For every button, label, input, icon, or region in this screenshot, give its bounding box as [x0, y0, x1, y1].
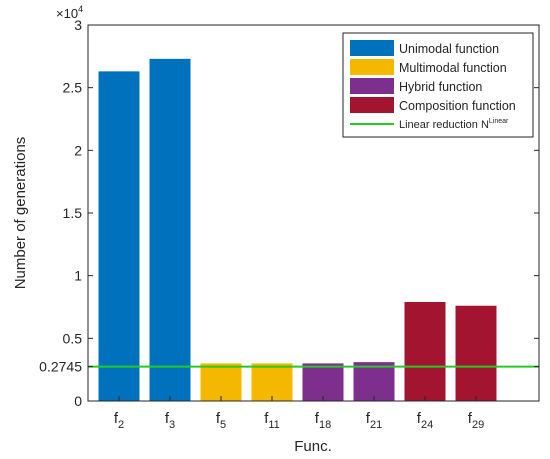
x-tick-label-base: f	[216, 410, 221, 427]
y-axis-label: Number of generations	[12, 137, 29, 290]
legend-swatch	[350, 40, 394, 56]
x-tick-label: f21	[366, 410, 382, 431]
legend-label: Composition function	[399, 99, 516, 113]
x-tick-label-base: f	[165, 410, 170, 427]
x-tick-label: f18	[315, 410, 331, 431]
x-tick-label-sub: 11	[268, 419, 279, 431]
legend-label-sup: Linear	[489, 118, 509, 125]
x-tick-label-base: f	[366, 410, 371, 427]
y-tick-label: 0	[74, 393, 82, 409]
x-tick-label-base: f	[264, 410, 269, 427]
y-exponent-base: ×10	[56, 6, 78, 21]
bar-f5	[200, 363, 242, 401]
legend-swatch	[350, 97, 394, 113]
legend-swatch	[350, 59, 394, 75]
bar-f29	[455, 305, 497, 401]
x-tick-label-base: f	[315, 410, 320, 427]
y-tick-label: 2	[74, 142, 82, 158]
y-tick-label: 2.5	[63, 80, 83, 96]
x-tick-label: f2	[114, 410, 124, 431]
y-tick-label: 3	[74, 17, 82, 33]
y-tick-label: 1	[74, 268, 82, 284]
y-exponent-power: 4	[78, 4, 83, 14]
legend-label: Multimodal function	[399, 61, 507, 75]
x-tick-label-sub: 2	[118, 419, 124, 431]
legend-items: Unimodal function Multimodal function Hybr…	[350, 40, 516, 131]
x-tick-label-sub: 29	[472, 419, 484, 431]
x-tick-label: f29	[468, 410, 484, 431]
x-tick-label: f11	[264, 410, 280, 431]
x-tick-label: f5	[216, 410, 226, 431]
bar-f24	[404, 301, 446, 401]
x-axis-label: Func.	[294, 438, 332, 455]
x-tick-label-sub: 5	[220, 419, 226, 431]
x-tick-label: f24	[417, 410, 433, 431]
bar-f2	[98, 71, 140, 401]
y-axis-ticks: 0 0.2745 0.5 1 1.5 2 2.5 3	[39, 17, 539, 409]
bar-f11	[251, 363, 293, 401]
bars-group	[98, 58, 497, 402]
x-tick-label-sub: 21	[370, 419, 382, 431]
legend: Unimodal function Multimodal function Hybr…	[342, 32, 534, 138]
x-tick-label-sub: 18	[319, 419, 331, 431]
y-axis-exponent: ×104	[56, 4, 83, 21]
x-tick-label-sub: 24	[421, 419, 433, 431]
x-tick-label-base: f	[468, 410, 473, 427]
legend-label: Linear reduction NLinear	[399, 118, 509, 131]
legend-label-base: Linear reduction N	[399, 119, 489, 131]
x-tick-label-sub: 3	[169, 419, 175, 431]
bar-f18	[302, 363, 344, 401]
x-tick-label: f3	[165, 410, 175, 431]
x-tick-label-base: f	[114, 410, 119, 427]
y-tick-label: 0.5	[63, 330, 83, 346]
legend-label: Unimodal function	[399, 42, 499, 56]
x-axis-ticks: f2 f3 f5 f11 f18 f21 f24 f29	[114, 396, 484, 431]
bar-f21	[353, 362, 395, 401]
y-tick-label: 0.2745	[39, 359, 82, 375]
bar-f3	[149, 58, 191, 402]
x-tick-label-base: f	[417, 410, 422, 427]
legend-label: Hybrid function	[399, 80, 482, 94]
y-tick-label: 1.5	[63, 205, 83, 221]
legend-swatch	[350, 78, 394, 94]
